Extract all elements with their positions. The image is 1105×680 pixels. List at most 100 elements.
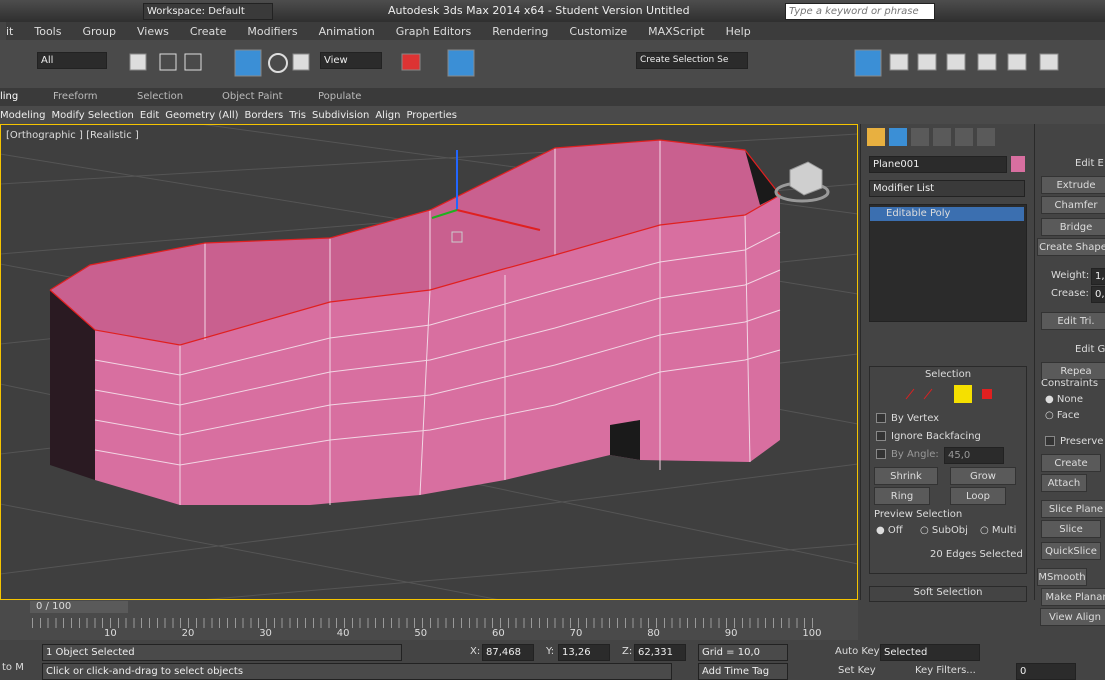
ignore-backfacing[interactable]: Ignore Backfacing	[876, 431, 981, 442]
status-bar: to M 1 Object Selected Click or click-an…	[0, 640, 1105, 680]
main-toolbar: All View Create Selection Se	[0, 40, 1105, 88]
soft-selection-rollout[interactable]: Soft Selection	[869, 586, 1027, 602]
label: Face	[1056, 410, 1080, 421]
ribbon-tab[interactable]: ling	[0, 91, 19, 102]
rollout-title[interactable]: Edit Ge	[1075, 344, 1105, 355]
key-filters[interactable]: Key Filters...	[915, 665, 976, 676]
rollout-title[interactable]: Selection	[924, 369, 972, 380]
preserve-uvs[interactable]: Preserve	[1045, 436, 1103, 447]
constraint-face[interactable]: ○ Face	[1045, 410, 1080, 421]
make-planar-button[interactable]: Make Planar	[1041, 588, 1105, 606]
ribbon-tab[interactable]: Freeform	[53, 91, 98, 102]
frame-label: 70	[569, 628, 583, 639]
object-color[interactable]	[1011, 156, 1025, 172]
ribbon-item[interactable]: Geometry (All)	[165, 109, 239, 121]
workspace-dropdown[interactable]: Workspace: Default	[143, 3, 273, 20]
key-mode[interactable]: Selected	[880, 644, 980, 661]
frame-label: 60	[492, 628, 505, 639]
menu-item[interactable]: Tools	[34, 24, 62, 38]
grow-button[interactable]: Grow	[950, 467, 1016, 485]
reference-coord[interactable]: View	[320, 52, 382, 69]
menu-item[interactable]: Rendering	[492, 24, 549, 38]
menu-item[interactable]: MAXScript	[648, 24, 705, 38]
menu-item[interactable]: Customize	[569, 24, 628, 38]
y-field[interactable]: 13,26	[558, 644, 610, 661]
slice-button[interactable]: Slice	[1041, 520, 1101, 538]
x-label: X:	[470, 646, 481, 657]
ribbon-item[interactable]: Properties	[406, 109, 457, 121]
create-button[interactable]: Create	[1041, 454, 1101, 472]
modifier-list[interactable]: Modifier List	[869, 180, 1025, 197]
quickslice-button[interactable]: QuickSlice	[1041, 542, 1101, 560]
shrink-button[interactable]: Shrink	[874, 467, 938, 485]
selection-status: 1 Object Selected	[42, 644, 402, 661]
ribbon-item[interactable]: Subdivision	[312, 109, 370, 121]
slice-plane-button[interactable]: Slice Plane	[1041, 500, 1105, 518]
viewport[interactable]: [Orthographic ] [Realistic ]	[0, 124, 858, 600]
ribbon-item[interactable]: Edit	[139, 109, 160, 121]
ribbon-item[interactable]: Modeling	[0, 109, 46, 121]
weight-field[interactable]: 1,	[1091, 268, 1105, 285]
ring-button[interactable]: Ring	[874, 487, 930, 505]
prompt-line: Click or click-and-drag to select object…	[42, 663, 672, 680]
angle-field[interactable]: 45,0	[944, 447, 1004, 464]
menu-item[interactable]: Graph Editors	[395, 24, 472, 38]
ribbon-tab[interactable]: Selection	[137, 91, 184, 102]
z-field[interactable]: 62,331	[634, 644, 686, 661]
menu-item[interactable]: Help	[725, 24, 751, 38]
ribbon-tab[interactable]: Populate	[318, 91, 362, 102]
viewport-label[interactable]: [Orthographic ] [Realistic ]	[6, 130, 139, 141]
by-angle[interactable]: By Angle:	[876, 449, 939, 460]
ribbon-item[interactable]: Align	[375, 109, 401, 121]
search-box[interactable]: Type a keyword or phrase	[785, 3, 935, 20]
panel-tabs	[867, 128, 995, 146]
by-vertex[interactable]: By Vertex	[876, 413, 939, 424]
selection-filter[interactable]: All	[37, 52, 107, 69]
toolbar-icons	[129, 49, 1059, 77]
object-name[interactable]: Plane001	[869, 156, 1007, 173]
ribbon-item[interactable]: Modify Selection	[51, 109, 134, 121]
menu-item[interactable]: Create	[189, 24, 227, 38]
add-time-tag[interactable]: Add Time Tag	[698, 663, 788, 680]
constraint-none[interactable]: ● None	[1045, 394, 1083, 405]
view-align-button[interactable]: View Align	[1040, 608, 1105, 626]
track-bar[interactable]	[32, 618, 818, 628]
x-field[interactable]: 87,468	[482, 644, 534, 661]
menu-item[interactable]: Views	[136, 24, 169, 38]
attach-button[interactable]: Attach	[1041, 474, 1087, 492]
time-slider[interactable]: 0 / 100	[30, 601, 128, 613]
extrude-button[interactable]: Extrude	[1041, 176, 1105, 194]
msmooth-button[interactable]: MSmooth	[1037, 568, 1087, 586]
repeat-button[interactable]: Repea	[1041, 362, 1105, 380]
edit-tri-button[interactable]: Edit Tri.	[1041, 312, 1105, 330]
preview-subobj[interactable]: ○ SubObj	[920, 525, 968, 536]
auto-key[interactable]: Auto Key	[835, 646, 880, 657]
maxscript-listener[interactable]: to M	[2, 662, 24, 673]
stack-item[interactable]: Editable Poly	[870, 207, 1024, 221]
create-shape-button[interactable]: Create Shape	[1037, 238, 1105, 256]
preview-multi[interactable]: ○ Multi	[980, 525, 1017, 536]
ribbon-tab[interactable]: Object Paint	[222, 91, 283, 102]
current-frame[interactable]: 0	[1016, 663, 1076, 680]
menu-item[interactable]: Animation	[318, 24, 375, 38]
loop-button[interactable]: Loop	[950, 487, 1006, 505]
menu-item[interactable]: it	[6, 24, 14, 38]
edit-panel: Edit E Extrude Chamfer Bridge Create Sha…	[1034, 124, 1105, 606]
menu-item[interactable]: Group	[82, 24, 116, 38]
ribbon-item[interactable]: Borders	[244, 109, 284, 121]
chamfer-button[interactable]: Chamfer	[1041, 196, 1105, 214]
ribbon-item[interactable]: Tris	[289, 109, 307, 121]
bridge-button[interactable]: Bridge	[1041, 218, 1105, 236]
set-key[interactable]: Set Key	[838, 665, 876, 676]
frame-label: 50	[414, 628, 428, 639]
crease-field[interactable]: 0,	[1091, 286, 1105, 303]
frame-label: 10	[104, 628, 117, 639]
timeline: 0 / 100 10 20 30 40 50 60 70 80 90 100	[0, 600, 858, 640]
preview-off[interactable]: ● Off	[876, 525, 903, 536]
named-selection-set[interactable]: Create Selection Se	[636, 52, 748, 69]
weight-label: Weight:	[1051, 270, 1090, 281]
menu-item[interactable]: Modifiers	[247, 24, 298, 38]
constraints-label: Constraints	[1041, 378, 1099, 389]
rollout-title[interactable]: Edit E	[1075, 158, 1104, 169]
